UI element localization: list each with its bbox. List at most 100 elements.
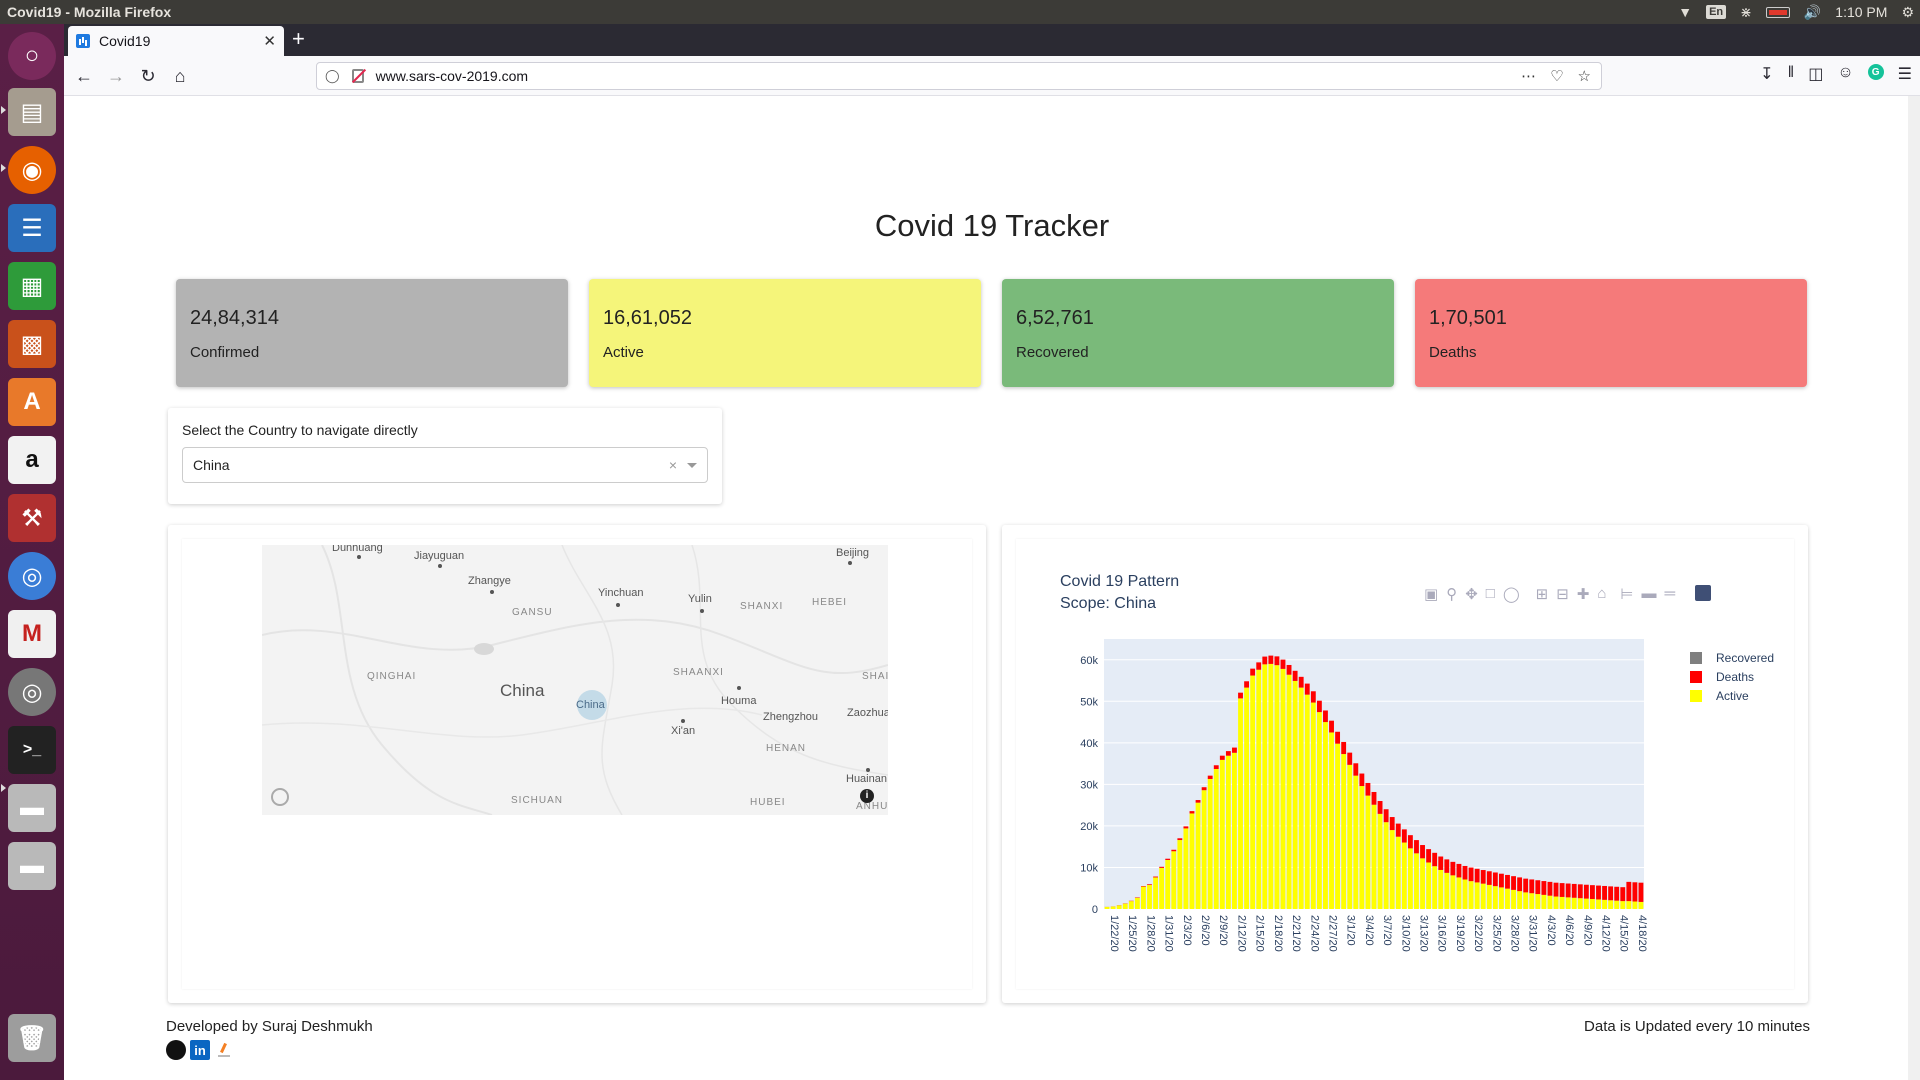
lasso-icon[interactable]: ◯ [1502, 586, 1520, 603]
bar-active[interactable] [1171, 851, 1177, 909]
bar-active[interactable] [1134, 897, 1140, 909]
bar-active[interactable] [1244, 687, 1250, 909]
bar-deaths[interactable] [1438, 856, 1444, 870]
legend-item-deaths[interactable]: Deaths [1690, 667, 1774, 686]
bar-active[interactable] [1571, 897, 1577, 909]
bar-active[interactable] [1298, 687, 1304, 909]
volume-icon[interactable]: 🔊 [1803, 3, 1822, 20]
bar-deaths[interactable] [1298, 676, 1304, 688]
bar-deaths[interactable] [1492, 872, 1498, 887]
clock[interactable]: 1:10 PM [1835, 4, 1888, 20]
country-select-value[interactable]: China [193, 457, 230, 473]
reset-axes-icon[interactable]: ⌂ [1597, 585, 1607, 602]
spike-lines-icon[interactable]: ⊨ [1620, 586, 1634, 603]
wifi-icon[interactable]: ▼ [1678, 4, 1693, 20]
new-tab-button[interactable]: + [292, 26, 305, 51]
bar-active[interactable] [1165, 859, 1171, 909]
address-bar[interactable]: ◯ www.sars-cov-2019.com ⋯ ♡ ☆ [316, 62, 1602, 90]
bar-active[interactable] [1201, 790, 1207, 909]
bar-deaths[interactable] [1225, 751, 1231, 756]
bar-active[interactable] [1335, 743, 1341, 909]
bar-active[interactable] [1559, 896, 1565, 909]
bar-deaths[interactable] [1468, 867, 1474, 882]
bar-deaths[interactable] [1280, 659, 1286, 669]
bar-deaths[interactable] [1341, 741, 1347, 755]
bar-deaths[interactable] [1262, 656, 1268, 665]
bar-deaths[interactable] [1238, 692, 1243, 699]
bar-deaths[interactable] [1511, 876, 1516, 890]
bar-deaths[interactable] [1395, 823, 1401, 837]
bar-active[interactable] [1256, 669, 1262, 909]
bar-deaths[interactable] [1541, 881, 1547, 895]
bar-deaths[interactable] [1165, 858, 1171, 860]
mapbox-logo-icon[interactable] [271, 788, 289, 806]
bar-active[interactable] [1274, 665, 1280, 909]
bar-deaths[interactable] [1153, 876, 1158, 878]
bar-active[interactable] [1474, 882, 1480, 909]
bar-deaths[interactable] [1183, 826, 1189, 829]
account-icon[interactable]: ☺ [1837, 64, 1854, 81]
bar-deaths[interactable] [1414, 840, 1419, 854]
files-icon[interactable]: ▤ [8, 88, 56, 136]
bar-active[interactable] [1195, 802, 1201, 909]
bar-deaths[interactable] [1213, 765, 1219, 770]
bar-deaths[interactable] [1553, 882, 1559, 897]
amazon-icon[interactable]: a [8, 436, 56, 484]
bookmark-star-icon[interactable]: ☆ [1577, 68, 1591, 85]
zoom-in-icon[interactable]: ⊞ [1535, 586, 1549, 603]
bar-active[interactable] [1110, 906, 1116, 909]
bar-active[interactable] [1450, 875, 1456, 909]
bar-deaths[interactable] [1359, 773, 1365, 787]
linkedin-icon[interactable]: in [190, 1040, 210, 1060]
bar-active[interactable] [1420, 858, 1425, 909]
bar-active[interactable] [1323, 722, 1328, 909]
menu-icon[interactable]: ☰ [1897, 66, 1912, 83]
firefox-icon[interactable]: ◉ [8, 146, 56, 194]
insecure-lock-icon[interactable] [351, 69, 364, 83]
zoom-out-icon[interactable]: ⊟ [1556, 586, 1569, 603]
legend-item-active[interactable]: Active [1690, 686, 1774, 705]
bar-deaths[interactable] [1426, 849, 1432, 863]
chevron-down-icon[interactable] [687, 462, 697, 468]
more-actions-icon[interactable]: ⋯ [1521, 68, 1537, 85]
drive-icon-2[interactable]: ▬ [8, 842, 56, 890]
bar-active[interactable] [1529, 893, 1535, 909]
stacked-bar-chart[interactable]: 0 10k 20k 30k 40k 50k 60k 1/22/20 1/25/20 1/28/20… [1060, 632, 1680, 962]
shield-icon[interactable]: ◯ [325, 68, 340, 83]
bar-deaths[interactable] [1383, 809, 1389, 823]
bar-active[interactable] [1468, 881, 1474, 909]
writer-icon[interactable]: ☰ [8, 204, 56, 252]
bar-active[interactable] [1389, 830, 1395, 909]
bar-deaths[interactable] [1614, 886, 1620, 901]
bar-deaths[interactable] [1444, 859, 1450, 873]
close-icon[interactable]: ✕ [263, 33, 276, 50]
bar-active[interactable] [1395, 836, 1401, 909]
bar-active[interactable] [1177, 840, 1183, 909]
bar-active[interactable] [1407, 848, 1413, 909]
bar-deaths[interactable] [1638, 882, 1644, 902]
autoscale-icon[interactable]: ✚ [1576, 586, 1590, 603]
bar-active[interactable] [1365, 795, 1371, 909]
bar-deaths[interactable] [1219, 755, 1225, 760]
bar-active[interactable] [1565, 897, 1571, 909]
bar-deaths[interactable] [1602, 885, 1607, 900]
bar-deaths[interactable] [1189, 811, 1195, 814]
bar-active[interactable] [1414, 853, 1419, 909]
bar-active[interactable] [1116, 905, 1122, 909]
bar-active[interactable] [1377, 813, 1383, 909]
keyboard-layout-indicator[interactable]: En [1706, 5, 1727, 19]
download-icon[interactable]: ↧ [1760, 66, 1774, 83]
hover-compare-icon[interactable]: ═ [1664, 585, 1676, 602]
impress-icon[interactable]: ▩ [8, 320, 56, 368]
bar-active[interactable] [1577, 898, 1583, 909]
chrome-icon[interactable]: ◎ [8, 552, 56, 600]
bar-deaths[interactable] [1329, 720, 1334, 733]
bar-deaths[interactable] [1565, 883, 1571, 898]
bar-deaths[interactable] [1547, 881, 1553, 896]
bar-active[interactable] [1547, 895, 1553, 909]
page-scrollbar[interactable] [1908, 96, 1920, 1080]
bar-deaths[interactable] [1577, 884, 1583, 899]
bar-active[interactable] [1596, 899, 1601, 909]
bar-active[interactable] [1401, 842, 1407, 909]
bar-active[interactable] [1614, 900, 1620, 909]
